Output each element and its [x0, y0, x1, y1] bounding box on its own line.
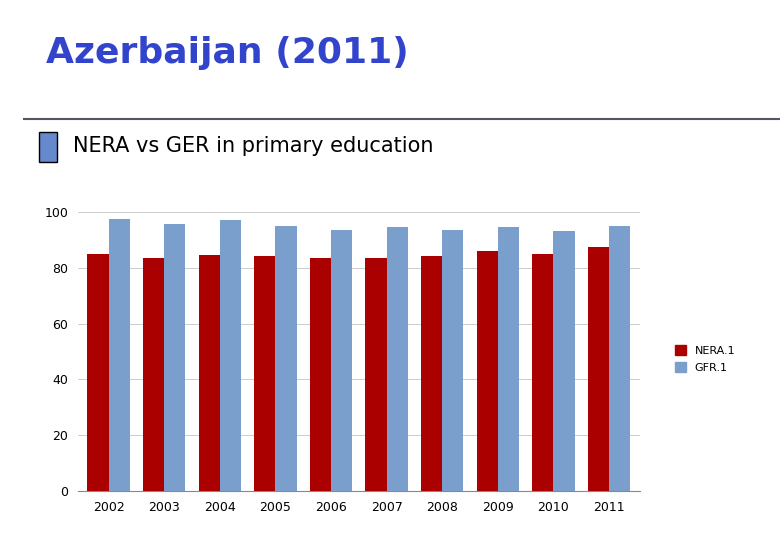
Legend: NERA.1, GFR.1: NERA.1, GFR.1 [675, 346, 735, 373]
Text: UNESCO Institute for Statistics: UNESCO Institute for Statistics [7, 244, 16, 426]
Bar [164, 224, 186, 491]
Bar [310, 258, 331, 491]
Bar [609, 226, 630, 491]
Bar [442, 230, 463, 491]
Bar [554, 231, 575, 491]
Bar [220, 220, 241, 491]
Bar [331, 230, 352, 491]
Bar [498, 227, 519, 491]
Bar [199, 255, 220, 491]
Text: Azerbaijan (2011): Azerbaijan (2011) [46, 36, 409, 70]
Bar [87, 254, 108, 491]
Bar [366, 258, 387, 491]
Bar [254, 256, 275, 491]
Bar [421, 256, 442, 491]
Bar [275, 226, 296, 491]
FancyBboxPatch shape [38, 132, 58, 162]
Bar [588, 247, 609, 491]
Bar [477, 251, 498, 491]
Text: NERA vs GER in primary education: NERA vs GER in primary education [73, 136, 433, 156]
Bar [108, 219, 129, 491]
Bar [143, 258, 164, 491]
Bar [532, 254, 554, 491]
Bar [387, 227, 408, 491]
